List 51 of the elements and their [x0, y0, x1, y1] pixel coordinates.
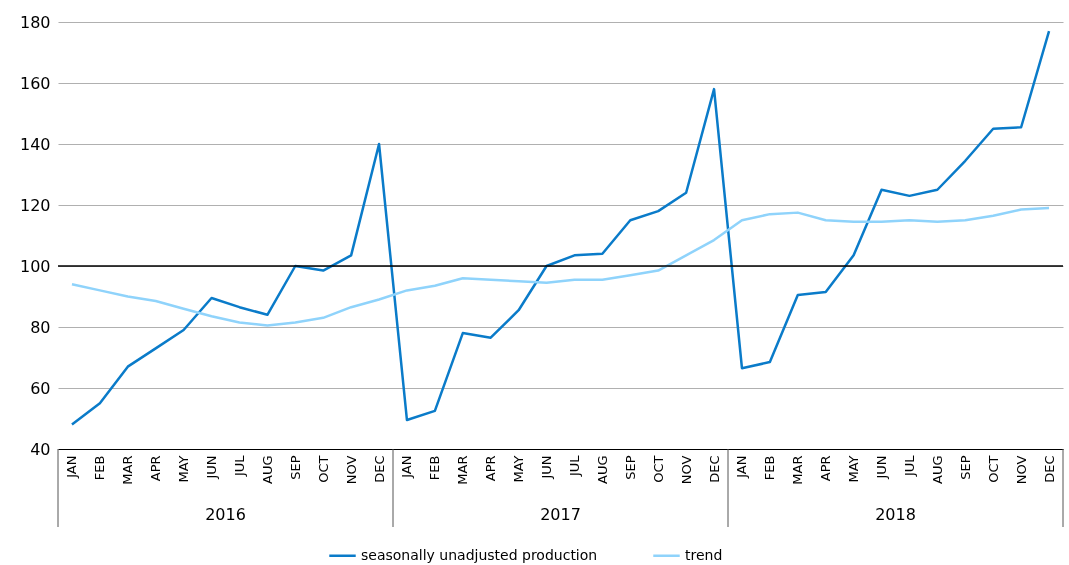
x-tick-label: AUG — [594, 455, 610, 484]
legend-label: seasonally unadjusted production — [361, 546, 598, 563]
x-tick-label: OCT — [985, 455, 1001, 483]
x-tick-label: SEP — [287, 455, 303, 480]
legend-label: trend — [685, 546, 723, 563]
text: 2018 — [875, 505, 916, 524]
x-tick-label: MAY — [176, 455, 192, 483]
x-tick-label: JUL — [901, 454, 917, 478]
x-tick-label: MAR — [455, 455, 471, 485]
x-tick-label: FEB — [427, 455, 443, 481]
x-tick-label: APR — [148, 455, 164, 482]
x-tick-label: FEB — [762, 455, 778, 481]
text: 2017 — [540, 505, 581, 524]
x-tick-label: MAY — [846, 455, 862, 483]
line-series — [70, 29, 1051, 426]
x-tick-label: FEB — [92, 455, 108, 481]
line-series — [70, 206, 1051, 327]
x-tick-label: APR — [818, 455, 834, 482]
x-tick-label: JUL — [566, 454, 582, 478]
y-tick-label: 40 — [30, 439, 51, 459]
x-tick-label: NOV — [1013, 455, 1029, 485]
x-tick-label: MAR — [120, 455, 136, 485]
x-tick-label: APR — [483, 455, 499, 482]
x-tick-label: AUG — [929, 455, 945, 484]
x-tick-label: JUN — [539, 455, 555, 480]
y-tick-label: 80 — [30, 317, 51, 337]
x-tick-label: OCT — [315, 455, 331, 483]
x-tick-label: JUN — [874, 455, 890, 480]
y-tick-label: 180 — [19, 12, 51, 32]
x-tick-label: JUN — [204, 455, 220, 480]
x-tick-label: AUG — [259, 455, 275, 484]
y-tick-label: 140 — [19, 134, 51, 154]
x-tick-label: NOV — [343, 455, 359, 485]
y-tick-label: 60 — [30, 378, 51, 398]
x-tick-label: DEC — [1041, 455, 1057, 483]
x-tick-label: JUL — [231, 454, 247, 478]
x-tick-label: OCT — [650, 455, 666, 483]
y-tick-label: 100 — [19, 256, 51, 276]
x-tick-label: SEP — [957, 455, 973, 480]
x-tick-label: SEP — [622, 455, 638, 480]
x-tick-label: JAN — [64, 455, 80, 479]
x-tick-label: JAN — [399, 455, 415, 479]
x-tick-label: MAR — [790, 455, 806, 485]
x-tick-label: JAN — [734, 455, 750, 479]
x-tick-label: DEC — [706, 455, 722, 483]
y-tick-label: 160 — [19, 73, 51, 93]
x-tick-label: NOV — [678, 455, 694, 485]
y-tick-label: 120 — [19, 195, 51, 215]
x-tick-label: MAY — [511, 455, 527, 483]
text: 2016 — [205, 505, 246, 524]
x-tick-label: DEC — [371, 455, 387, 483]
